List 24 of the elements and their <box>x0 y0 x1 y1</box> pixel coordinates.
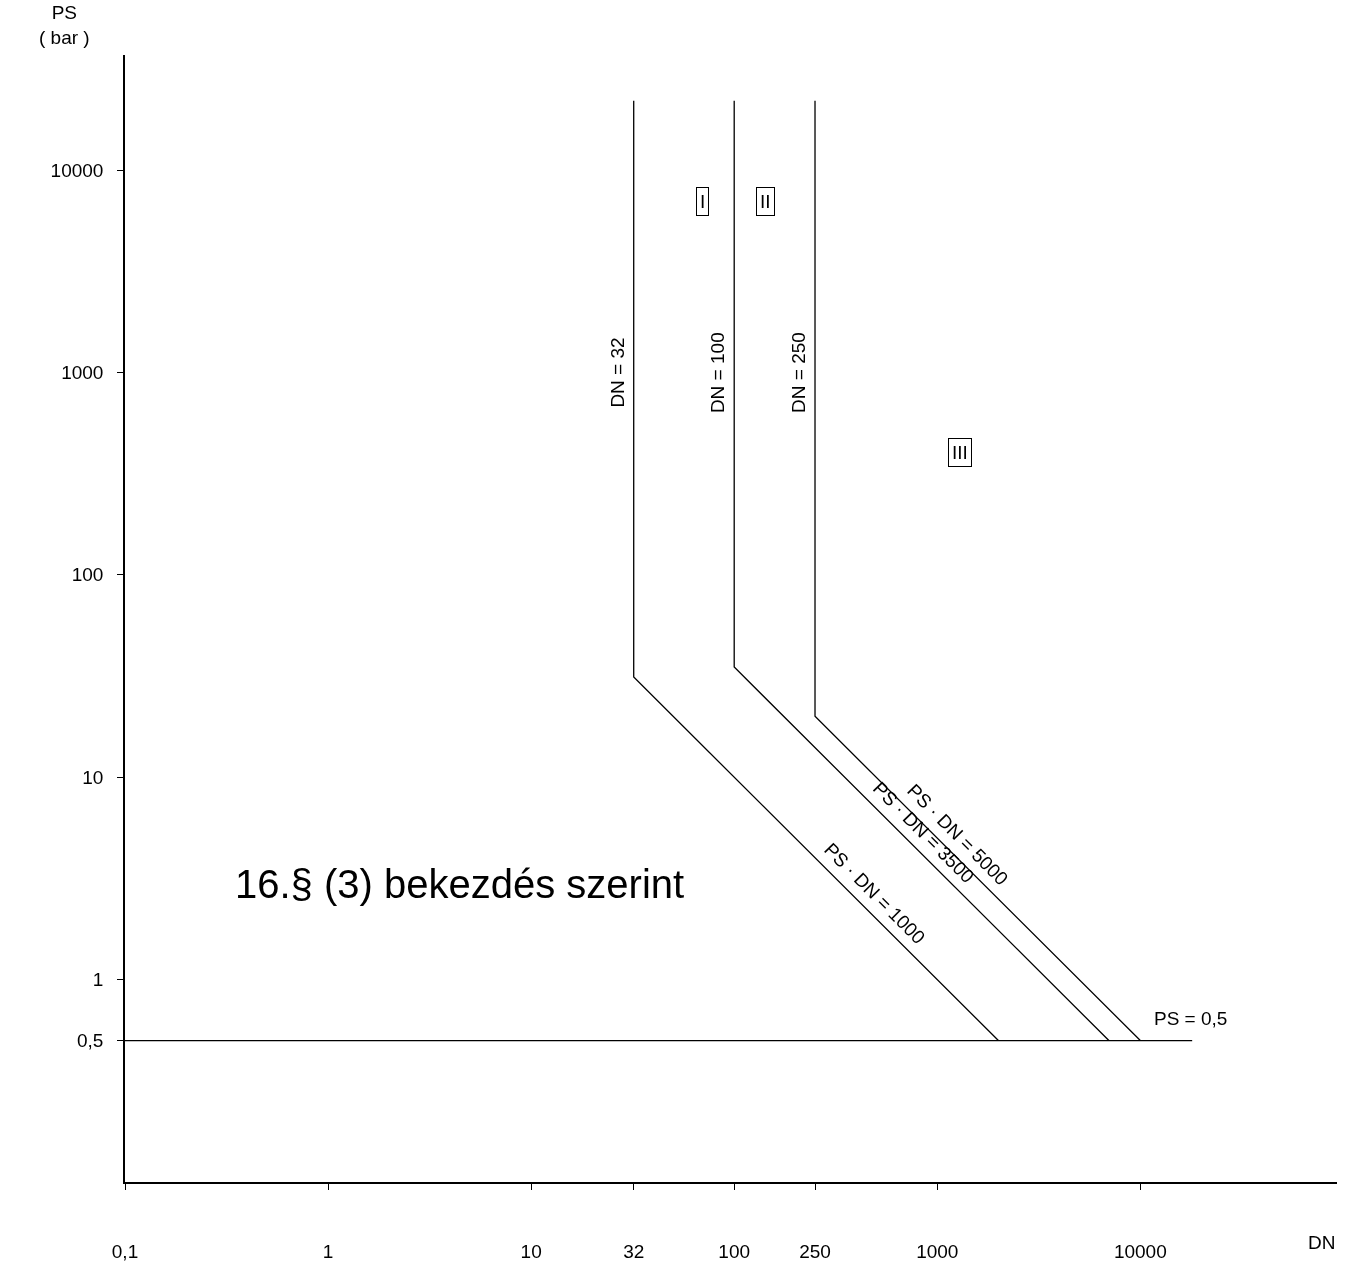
x-tick-label: 1 <box>322 1240 334 1262</box>
annotation: III <box>952 442 968 463</box>
annotation: DN = 250 <box>788 332 810 413</box>
annotation: 16.§ (3) bekezdés szerint <box>235 862 685 906</box>
annotation: DN = 100 <box>707 332 729 414</box>
x-tick-label: 32 <box>623 1240 645 1262</box>
y-tick-label: 100 <box>71 564 104 586</box>
y-axis-title: PS ( bar ) <box>39 2 90 48</box>
x-tick-label: 250 <box>799 1240 831 1262</box>
y-tick-label: 10000 <box>50 159 104 181</box>
x-axis-title: DN <box>1308 1232 1336 1253</box>
y-tick-label: 1 <box>92 969 104 991</box>
annotation: PS = 0,5 <box>1154 1008 1228 1029</box>
x-tick-label: 10 <box>520 1240 542 1262</box>
y-tick-label: 10 <box>82 766 104 788</box>
x-tick-label: 0,1 <box>111 1240 139 1262</box>
annotation: DN = 32 <box>606 337 628 408</box>
y-tick-label: 1000 <box>61 362 104 384</box>
x-tick-label: 1000 <box>916 1240 959 1262</box>
y-tick-label: 0,5 <box>77 1030 104 1052</box>
annotation: I <box>700 191 706 212</box>
annotation: II <box>760 191 771 212</box>
x-tick-label: 100 <box>718 1240 751 1262</box>
x-tick-label: 10000 <box>1113 1240 1167 1262</box>
